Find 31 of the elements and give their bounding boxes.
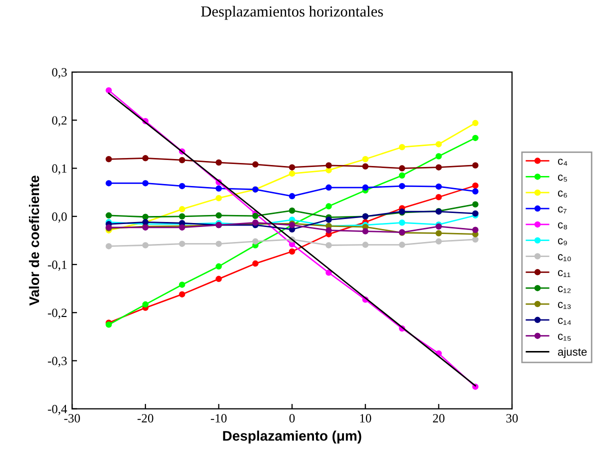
x-axis-title: Desplazamiento (μm) [223,430,362,444]
legend-label: c₅ [558,174,567,182]
y-tick-label: 0,2 [52,116,67,126]
x-tick-label: -10 [210,414,227,422]
y-tick-label: 0,3 [52,68,67,78]
legend-label: c₈ [558,222,568,230]
legend-label: c₄ [558,158,568,166]
legend-label: c₉ [558,238,567,246]
legend-label: c₁₁ [558,270,570,278]
y-tick-label: 0,0 [52,212,67,223]
legend-label: c₁₂ [558,286,571,293]
legend-label: c₁₃ [558,302,571,309]
y-axis-title: Valor de coeficiente [28,176,40,306]
x-tick-label: -20 [138,414,154,422]
legend-label: c₁₄ [558,318,571,325]
legend-label: c₇ [558,206,567,214]
x-tick-label: 10 [360,414,372,422]
y-tick-label: 0,1 [52,164,66,175]
x-tick-label: -30 [64,414,80,422]
legend-label: c₆ [558,190,567,198]
legend-label: c₁₅ [558,334,571,341]
legend-label: c₁₀ [558,254,571,262]
x-tick-label: 0 [289,414,295,422]
y-tick-label: -0,2 [48,308,67,319]
y-tick-label: -0,4 [48,404,68,416]
y-tick-label: -0,1 [48,260,66,271]
x-tick-label: 30 [506,414,518,422]
y-tick-label: -0,3 [48,356,67,367]
legend-label: ajuste [558,348,587,358]
chart-title: Desplazamientos horizontales [201,6,383,20]
x-tick-label: 20 [432,414,444,422]
